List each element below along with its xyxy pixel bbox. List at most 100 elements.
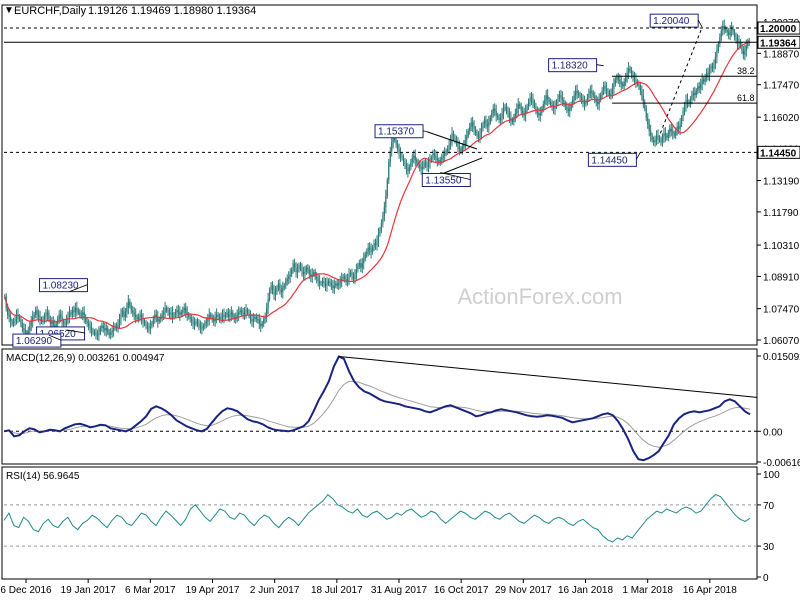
fibo-projection-line <box>659 26 703 134</box>
candle-body <box>544 99 546 105</box>
candle-body <box>717 43 719 51</box>
price-callout-box <box>374 124 424 139</box>
candle-body <box>464 140 466 145</box>
candle-body <box>342 276 344 279</box>
candle-body <box>85 316 87 322</box>
candle-body <box>713 63 715 69</box>
candle-body <box>335 283 337 286</box>
candle-body <box>532 99 534 102</box>
candle-body <box>426 164 428 167</box>
candle-body <box>569 108 571 111</box>
candle-body <box>595 99 597 102</box>
price-callout-label: 1.15370 <box>378 127 415 138</box>
level-price-box <box>757 145 800 159</box>
candle-body <box>270 285 272 291</box>
candle-body <box>183 307 185 311</box>
candle-body <box>361 263 363 268</box>
price-y-tick-label: 1.10310 <box>763 241 800 252</box>
x-tick-label: 2 Jun 2017 <box>250 585 300 596</box>
candle-body <box>201 328 203 330</box>
candle-body <box>604 86 606 89</box>
candle-body <box>675 131 677 136</box>
candle-body <box>158 319 160 322</box>
candle-body <box>427 162 430 167</box>
candle-body <box>336 283 338 286</box>
candle-body <box>686 99 689 102</box>
price-y-tick-label: 1.07470 <box>763 305 800 316</box>
candle-body <box>20 319 22 324</box>
candle-body <box>626 72 628 78</box>
x-tick-label: 16 Apr 2018 <box>683 585 737 596</box>
candle-body <box>669 128 671 134</box>
candle-body <box>564 104 566 107</box>
candle-body <box>344 276 346 279</box>
candle-body <box>744 50 746 55</box>
candle-body <box>62 321 65 324</box>
candle-body <box>127 301 129 308</box>
price-y-tick-label: 1.11790 <box>763 208 799 219</box>
candle-body <box>12 321 15 324</box>
candle-body <box>257 319 259 321</box>
candle-body <box>370 249 372 252</box>
candle-body <box>494 108 496 111</box>
candle-body <box>474 128 477 134</box>
candle-body <box>629 68 631 71</box>
candle-body <box>635 79 637 82</box>
candle-body <box>302 272 305 275</box>
price-y-tick-label: 1.17470 <box>763 81 800 92</box>
candle-body <box>489 117 491 123</box>
candle-body <box>267 299 269 308</box>
candle-body <box>120 314 122 320</box>
candle-body <box>179 312 181 315</box>
candle-body <box>10 316 12 322</box>
candle-body <box>260 323 262 326</box>
candle-body <box>374 243 377 246</box>
candle-body <box>614 79 616 85</box>
candle-body <box>248 312 250 315</box>
price-callout-box <box>587 152 637 167</box>
candle-body <box>83 312 85 317</box>
candle-body <box>324 283 327 286</box>
candle-body <box>139 314 141 317</box>
candle-body <box>547 95 549 100</box>
candle-body <box>363 258 365 264</box>
candle-body <box>580 97 583 100</box>
candle-body <box>65 319 68 324</box>
candle-body <box>725 28 727 31</box>
candle-body <box>657 135 659 138</box>
candle-body <box>339 281 341 284</box>
candle-body <box>597 101 599 105</box>
candle-body <box>641 90 643 96</box>
candle-body <box>226 312 228 315</box>
candle-body <box>105 328 107 331</box>
candle-body <box>654 140 656 143</box>
candle-body <box>242 312 244 315</box>
candle-body <box>733 32 736 38</box>
candle-body <box>360 263 362 268</box>
candle-body <box>628 68 630 73</box>
candle-body <box>355 269 358 275</box>
candle-body <box>402 157 405 163</box>
candle-body <box>82 312 84 315</box>
candle-body <box>617 77 619 80</box>
triangle-down-icon[interactable]: ▼ <box>4 5 14 16</box>
candle-body <box>348 274 350 279</box>
candle-body <box>108 332 110 335</box>
rsi-y-tick-label: 70 <box>763 501 775 512</box>
candle-body <box>39 316 41 320</box>
candle-body <box>80 314 82 316</box>
candle-body <box>7 307 9 315</box>
candle-body <box>416 160 418 163</box>
candle-body <box>186 312 188 315</box>
candle-body <box>330 283 332 286</box>
candle-body <box>193 323 196 325</box>
candle-body <box>163 312 165 315</box>
candle-body <box>460 148 462 152</box>
candle-body <box>369 247 371 250</box>
candle-body <box>332 285 334 288</box>
candle-body <box>704 77 706 82</box>
candle-body <box>638 84 640 87</box>
candle-body <box>104 328 106 331</box>
candle-body <box>95 332 97 335</box>
